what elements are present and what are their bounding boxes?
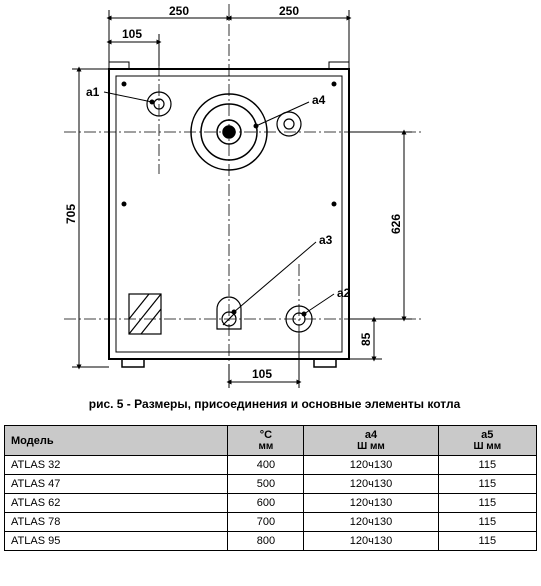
table-cell: ATLAS 95 [5,532,228,551]
label-a2: a2 [337,286,351,300]
table-header-row: Модель °C мм a4 Ш мм a5 Ш мм [5,426,537,456]
boiler-diagram: 250 250 105 705 626 85 105 [4,4,537,389]
dim-left-total: 705 [64,204,78,224]
table-cell: 115 [438,475,536,494]
label-a1: a1 [86,85,100,99]
col1-bottom: мм [234,441,297,452]
col2-bottom: Ш мм [310,441,431,452]
figure-caption: рис. 5 - Размеры, присоединения и основн… [4,397,541,411]
table-row: ATLAS 95800120ч130115 [5,532,537,551]
table-cell: ATLAS 62 [5,494,228,513]
table-cell: ATLAS 78 [5,513,228,532]
table-cell: 115 [438,456,536,475]
dim-top-right: 250 [279,4,299,18]
table-cell: 120ч130 [304,532,438,551]
table-cell: 120ч130 [304,456,438,475]
dim-top-small: 105 [122,27,142,41]
table-cell: ATLAS 47 [5,475,228,494]
table-cell: 500 [228,475,304,494]
table-cell: 120ч130 [304,513,438,532]
table-cell: 120ч130 [304,475,438,494]
col3-top: a5 [481,429,493,441]
table-row: ATLAS 78700120ч130115 [5,513,537,532]
table-cell: 800 [228,532,304,551]
label-a3: a3 [319,233,333,247]
table-cell: 120ч130 [304,494,438,513]
col3-bottom: Ш мм [445,441,530,452]
label-a4: a4 [312,93,326,107]
diagram-svg: 250 250 105 705 626 85 105 [4,4,537,389]
table-cell: 115 [438,513,536,532]
dim-bottom-small: 105 [252,367,272,381]
table-cell: 115 [438,494,536,513]
table-row: ATLAS 62600120ч130115 [5,494,537,513]
table-cell: ATLAS 32 [5,456,228,475]
spec-table: Модель °C мм a4 Ш мм a5 Ш мм ATLAS 32400… [4,425,537,551]
table-cell: 115 [438,532,536,551]
table-row: ATLAS 32400120ч130115 [5,456,537,475]
table-row: ATLAS 47500120ч130115 [5,475,537,494]
dim-top-left: 250 [169,4,189,18]
col2-top: a4 [365,429,377,441]
col1-top: °C [260,429,272,441]
col0-top: Модель [11,435,54,447]
table-cell: 400 [228,456,304,475]
dim-right-partial: 626 [389,214,403,234]
table-cell: 600 [228,494,304,513]
dim-right-small: 85 [359,332,373,346]
table-cell: 700 [228,513,304,532]
